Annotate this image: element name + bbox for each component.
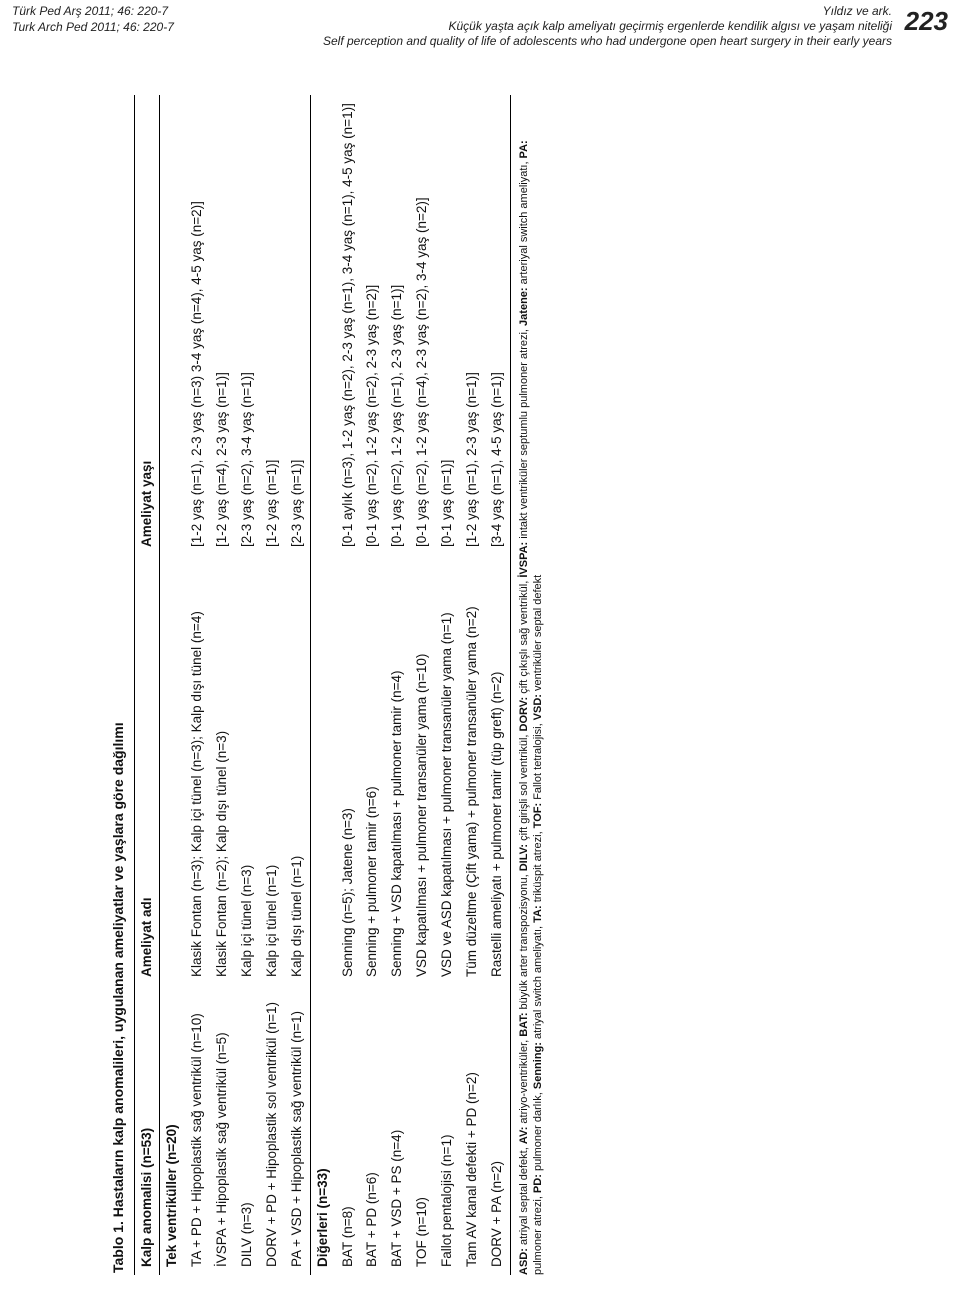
abbrev-text: pulmoner darlık, xyxy=(532,1089,544,1174)
cell-surgery: Senning + VSD kapatılması + pulmoner tam… xyxy=(385,555,410,985)
cell-age: [0-1 yaş (n=2), 1-2 yaş (n=2), 2-3 yaş (… xyxy=(360,95,385,555)
abbrev-key: TA: xyxy=(532,905,544,923)
abbrev-text: çift çıkışlı sağ ventrikül, xyxy=(518,578,530,697)
abbrev-text: Fallot tetralojisi, xyxy=(532,720,544,803)
abbrev-text: büyük arter transpozisyonu, xyxy=(518,871,530,1012)
cell-surgery: Tüm düzeltme (Çift yama) + pulmoner tran… xyxy=(460,555,485,985)
col-header-anomaly: Kalp anomalisi (n=53) xyxy=(134,985,160,1275)
cell-anomaly: DILV (n=3) xyxy=(235,985,260,1275)
group2-title: Diğerleri (n=33) xyxy=(310,985,335,1275)
cell-anomaly: PA + VSD + Hipoplastik sağ ventrikül (n=… xyxy=(285,985,310,1275)
table-title: Tablo 1. Hastaların kalp anomalileri, uy… xyxy=(110,95,128,1275)
group1-title: Tek ventriküller (n=20) xyxy=(160,985,185,1275)
abbrev-text: arteriyal switch ameliyatı, xyxy=(518,158,530,287)
abbrev-key: TOF: xyxy=(532,803,544,828)
col-header-surgery: Ameliyat adı xyxy=(134,555,160,985)
cell-age: [3-4 yaş (n=1), 4-5 yaş (n=1)] xyxy=(485,95,510,555)
abbrev-text: triküspit atrezi, xyxy=(532,828,544,905)
cell-anomaly: Fallot pentalojisi (n=1) xyxy=(435,985,460,1275)
group1-header-row: Tek ventriküller (n=20) xyxy=(160,95,185,1275)
cell-surgery: Klasik Fontan (n=3); Kalp içi tünel (n=3… xyxy=(185,555,210,985)
header-right-block: Yıldız ve ark. Küçük yaşta açık kalp ame… xyxy=(174,4,948,49)
abbrev-key: İVSPA: xyxy=(518,542,530,578)
table-row: DORV + PA (n=2)Rastelli ameliyatı + pulm… xyxy=(485,95,510,1275)
cell-anomaly: BAT + PD (n=6) xyxy=(360,985,385,1275)
page-header: Türk Ped Arş 2011; 46: 220-7 Turk Arch P… xyxy=(0,0,960,46)
cell-age: [2-3 yaş (n=1)] xyxy=(285,95,310,555)
cell-surgery: VSD kapatılması + pulmoner transanüler y… xyxy=(410,555,435,985)
table-row: BAT (n=8)Senning (n=5); Jatene (n=3)[0-1… xyxy=(336,95,361,1275)
abbrev-text: atriyo-ventriküler, xyxy=(518,1037,530,1127)
abbrev-key: BAT: xyxy=(518,1013,530,1037)
cell-anomaly: DORV + PA (n=2) xyxy=(485,985,510,1275)
cell-surgery: Klasik Fontan (n=2); Kalp dışı tünel (n=… xyxy=(210,555,235,985)
page-number: 223 xyxy=(905,6,948,37)
cell-anomaly: İVSPA + Hipoplastik sağ ventrikül (n=5) xyxy=(210,985,235,1275)
table-row: BAT + VSD + PS (n=4)Senning + VSD kapatı… xyxy=(385,95,410,1275)
abbrev-key: AV: xyxy=(518,1127,530,1145)
abbrev-text: çift girişli sol ventrikül, xyxy=(518,731,530,843)
cell-surgery: Kalp içi tünel (n=3) xyxy=(235,555,260,985)
col-header-age: Ameliyat yaşı xyxy=(134,95,160,555)
abbrev-key: VSD: xyxy=(532,694,544,720)
table-row: Tam AV kanal defekti + PD (n=2)Tüm düzel… xyxy=(460,95,485,1275)
table-row: BAT + PD (n=6)Senning + pulmoner tamir (… xyxy=(360,95,385,1275)
cell-age: [1-2 yaş (n=1), 2-3 yaş (n=1)] xyxy=(460,95,485,555)
title-en: Self perception and quality of life of a… xyxy=(174,34,892,49)
authors-line: Yıldız ve ark. xyxy=(174,4,892,19)
abbrev-key: DORV: xyxy=(518,697,530,732)
abbrev-text: intakt ventriküler septumlu pulmoner atr… xyxy=(518,326,530,542)
abbrev-key: PD: xyxy=(532,1174,544,1193)
anomaly-table: Kalp anomalisi (n=53) Ameliyat adı Ameli… xyxy=(134,95,511,1275)
cell-surgery: Kalp içi tünel (n=1) xyxy=(260,555,285,985)
cell-surgery: Kalp dışı tünel (n=1) xyxy=(285,555,310,985)
abbreviations-note: ASD: atriyal septal defekt, AV: atriyo-v… xyxy=(517,95,546,1275)
cell-age: [1-2 yaş (n=1)] xyxy=(260,95,285,555)
cell-anomaly: TA + PD + Hipoplastik sağ ventrikül (n=1… xyxy=(185,985,210,1275)
cell-anomaly: DORV + PD + Hipoplastik sol ventrikül (n… xyxy=(260,985,285,1275)
table-row: PA + VSD + Hipoplastik sağ ventrikül (n=… xyxy=(285,95,310,1275)
cell-age: [0-1 yaş (n=2), 1-2 yaş (n=4), 2-3 yaş (… xyxy=(410,95,435,555)
abbrev-text: atriyal septal defekt, xyxy=(518,1144,530,1248)
abbrev-key: Jatene: xyxy=(518,287,530,326)
abbrev-text: pulmoner atrezi, xyxy=(532,1193,544,1275)
cell-surgery: VSD ve ASD kapatılması + pulmoner transa… xyxy=(435,555,460,985)
rotated-table-inner: Tablo 1. Hastaların kalp anomalileri, uy… xyxy=(110,95,850,1275)
cell-age: [1-2 yaş (n=4), 2-3 yaş (n=1)] xyxy=(210,95,235,555)
header-left-block: Türk Ped Arş 2011; 46: 220-7 Turk Arch P… xyxy=(12,4,174,35)
abbrev-key: PA: xyxy=(518,140,530,158)
table-row: Fallot pentalojisi (n=1)VSD ve ASD kapat… xyxy=(435,95,460,1275)
rotated-table-container: Tablo 1. Hastaların kalp anomalileri, uy… xyxy=(110,95,850,1295)
title-tr: Küçük yaşta açık kalp ameliyatı geçirmiş… xyxy=(174,19,892,34)
abbrev-key: Senning: xyxy=(532,1042,544,1089)
abbrev-text: ventriküler septal defekt xyxy=(532,575,544,694)
cell-surgery: Senning + pulmoner tamir (n=6) xyxy=(360,555,385,985)
cell-anomaly: Tam AV kanal defekti + PD (n=2) xyxy=(460,985,485,1275)
cell-age: [0-1 yaş (n=2), 1-2 yaş (n=1), 2-3 yaş (… xyxy=(385,95,410,555)
cell-anomaly: BAT (n=8) xyxy=(336,985,361,1275)
cell-surgery: Rastelli ameliyatı + pulmoner tamir (tüp… xyxy=(485,555,510,985)
cell-age: [2-3 yaş (n=2), 3-4 yaş (n=1)] xyxy=(235,95,260,555)
cell-surgery: Senning (n=5); Jatene (n=3) xyxy=(336,555,361,985)
abbrev-text: atriyal switch ameliyatı, xyxy=(532,923,544,1042)
cell-anomaly: TOF (n=10) xyxy=(410,985,435,1275)
cell-age: [0-1 yaş (n=1)] xyxy=(435,95,460,555)
journal-ref-en: Turk Arch Ped 2011; 46: 220-7 xyxy=(12,20,174,36)
table-row: DORV + PD + Hipoplastik sol ventrikül (n… xyxy=(260,95,285,1275)
abbrev-key: DILV: xyxy=(518,844,530,871)
table-row: TA + PD + Hipoplastik sağ ventrikül (n=1… xyxy=(185,95,210,1275)
abbrev-key: ASD: xyxy=(518,1248,530,1275)
cell-age: [0-1 aylık (n=3), 1-2 yaş (n=2), 2-3 yaş… xyxy=(336,95,361,555)
table-row: DILV (n=3)Kalp içi tünel (n=3)[2-3 yaş (… xyxy=(235,95,260,1275)
journal-ref-tr: Türk Ped Arş 2011; 46: 220-7 xyxy=(12,4,174,20)
table-row: İVSPA + Hipoplastik sağ ventrikül (n=5)K… xyxy=(210,95,235,1275)
table-row: TOF (n=10)VSD kapatılması + pulmoner tra… xyxy=(410,95,435,1275)
group2-header-row: Diğerleri (n=33) xyxy=(310,95,335,1275)
cell-age: [1-2 yaş (n=1), 2-3 yaş (n=3) 3-4 yaş (n… xyxy=(185,95,210,555)
cell-anomaly: BAT + VSD + PS (n=4) xyxy=(385,985,410,1275)
